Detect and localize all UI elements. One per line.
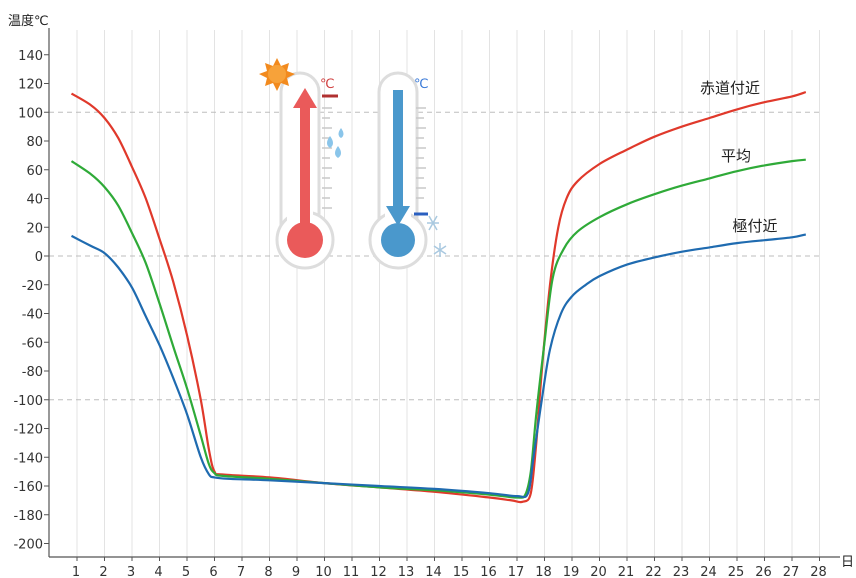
x-tick-label: 17 (508, 565, 525, 578)
y-tick-label: -200 (13, 538, 43, 553)
sun-icon (259, 58, 295, 91)
x-tick-label: 3 (127, 565, 135, 578)
x-tick-label: 9 (292, 565, 300, 578)
y-axis-title: 温度℃ (8, 13, 49, 29)
x-tick-label: 1 (72, 565, 80, 578)
x-tick-label: 4 (154, 565, 162, 578)
x-tick-label: 12 (370, 565, 387, 578)
y-tick-label: -180 (13, 509, 43, 524)
x-tick-label: 7 (237, 565, 245, 578)
x-tick-label: 11 (343, 565, 360, 578)
series-line-3 (70, 233, 807, 499)
snowflake-icon (427, 215, 447, 257)
svg-text:℃: ℃ (414, 77, 429, 92)
series-line-2 (70, 158, 806, 499)
y-tick-label: -160 (13, 480, 43, 495)
water-drops-icon (327, 128, 344, 158)
y-tick-label: 100 (18, 106, 43, 121)
y-tick-label: -80 (22, 365, 43, 380)
grid (44, 28, 840, 561)
thermometer-hot-icon: ℃ (275, 71, 338, 270)
x-tick-label: 5 (182, 565, 190, 578)
x-tick-label: 23 (673, 565, 690, 578)
series-label-1: 赤道付近 (700, 79, 760, 97)
series-label-3: 極付近 (732, 217, 777, 235)
y-tick-label: 40 (26, 193, 43, 208)
x-tick-label: 2 (99, 565, 107, 578)
x-tick-label: 10 (315, 565, 332, 578)
y-tick-label: -100 (13, 394, 43, 409)
x-tick-label: 28 (810, 565, 827, 578)
y-tick-label: 0 (35, 250, 43, 265)
x-tick-label: 25 (728, 565, 745, 578)
y-tick-label: -60 (22, 336, 43, 351)
thermometer-cold-icon: ℃ (368, 71, 429, 270)
x-tick-label: 18 (535, 565, 552, 578)
x-tick-label: 15 (453, 565, 470, 578)
x-tick-label: 22 (645, 565, 662, 578)
x-tick-label: 24 (700, 565, 717, 578)
x-tick-label: 20 (590, 565, 607, 578)
y-tick-label: 60 (26, 164, 43, 179)
y-tick-label: 120 (18, 78, 43, 93)
labels: 140120100806040200-20-40-60-80-100-120-1… (8, 13, 854, 578)
x-tick-label: 26 (755, 565, 772, 578)
x-axis-title: 日 (841, 555, 854, 570)
series-label-2: 平均 (721, 147, 751, 165)
x-tick-label: 19 (563, 565, 580, 578)
y-tick-label: 140 (18, 49, 43, 64)
x-tick-label: 21 (618, 565, 635, 578)
x-tick-label: 16 (480, 565, 497, 578)
y-tick-label: 20 (26, 221, 43, 236)
x-tick-label: 6 (209, 565, 217, 578)
y-tick-label: -140 (13, 451, 43, 466)
series-line-1 (70, 91, 807, 504)
series-lines (70, 91, 807, 504)
x-tick-label: 27 (783, 565, 800, 578)
y-tick-label: 80 (26, 135, 43, 150)
y-tick-label: -120 (13, 423, 43, 438)
y-tick-label: -40 (22, 308, 43, 323)
x-tick-label: 8 (264, 565, 272, 578)
svg-text:℃: ℃ (320, 77, 335, 92)
y-tick-label: -20 (22, 279, 43, 294)
x-tick-label: 14 (425, 565, 442, 578)
x-tick-label: 13 (398, 565, 415, 578)
